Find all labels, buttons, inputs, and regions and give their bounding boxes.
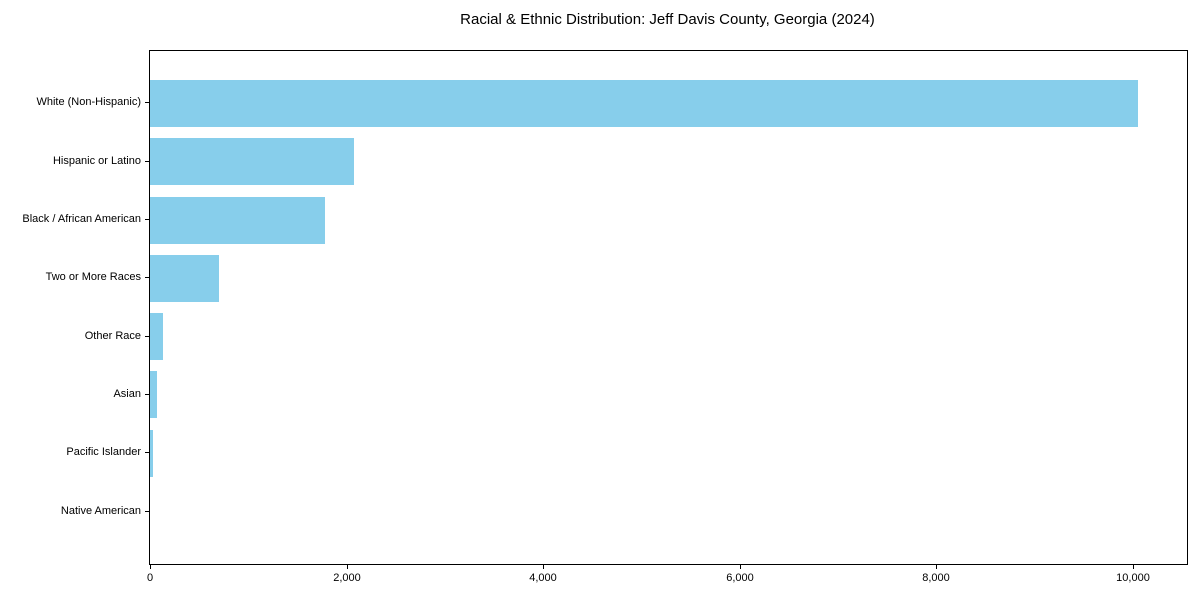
y-tick-mark xyxy=(145,161,149,162)
x-axis-tick-label: 0 xyxy=(146,572,154,584)
y-axis-label-white-non-hispanic: White (Non-Hispanic) xyxy=(36,96,141,108)
x-tick-mark xyxy=(740,565,741,569)
y-tick-mark xyxy=(145,219,149,220)
bar-black-african-american xyxy=(150,197,325,244)
x-tick-mark xyxy=(150,565,151,569)
plot-area xyxy=(149,50,1188,565)
chart-title: Racial & Ethnic Distribution: Jeff Davis… xyxy=(460,11,875,28)
y-axis-label-two-or-more-races: Two or More Races xyxy=(45,271,141,283)
y-axis-label-hispanic-or-latino: Hispanic or Latino xyxy=(52,155,141,167)
y-tick-mark xyxy=(145,452,149,453)
y-tick-mark xyxy=(145,336,149,337)
x-axis-tick-label: 2,000 xyxy=(333,572,361,584)
x-axis-tick-label: 6,000 xyxy=(726,572,754,584)
x-axis-tick-label: 8,000 xyxy=(922,572,950,584)
y-axis-label-other-race: Other Race xyxy=(84,330,141,342)
y-tick-mark xyxy=(145,102,149,103)
y-tick-mark xyxy=(145,394,149,395)
x-axis-tick-label: 10,000 xyxy=(1116,572,1150,584)
y-axis-label-asian: Asian xyxy=(113,388,141,400)
x-tick-mark xyxy=(1133,565,1134,569)
x-axis-tick-label: 4,000 xyxy=(529,572,557,584)
bar-pacific-islander xyxy=(150,430,153,477)
y-axis-label-native-american: Native American xyxy=(60,505,141,517)
bar-hispanic-or-latino xyxy=(150,138,354,185)
bar-two-or-more-races xyxy=(150,255,219,302)
y-tick-mark xyxy=(145,277,149,278)
bar-other-race xyxy=(150,313,163,360)
y-axis-label-black-african-american: Black / African American xyxy=(22,213,141,225)
x-tick-mark xyxy=(347,565,348,569)
bar-asian xyxy=(150,371,157,418)
x-tick-mark xyxy=(936,565,937,569)
x-tick-mark xyxy=(543,565,544,569)
bar-white-non-hispanic xyxy=(150,80,1138,127)
y-axis-label-pacific-islander: Pacific Islander xyxy=(66,446,141,458)
y-tick-mark xyxy=(145,511,149,512)
